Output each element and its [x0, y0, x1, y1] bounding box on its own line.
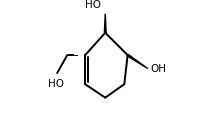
Polygon shape — [104, 14, 106, 33]
Text: HO: HO — [85, 0, 101, 10]
Text: OH: OH — [150, 64, 166, 74]
Polygon shape — [127, 54, 148, 69]
Text: HO: HO — [48, 79, 64, 89]
